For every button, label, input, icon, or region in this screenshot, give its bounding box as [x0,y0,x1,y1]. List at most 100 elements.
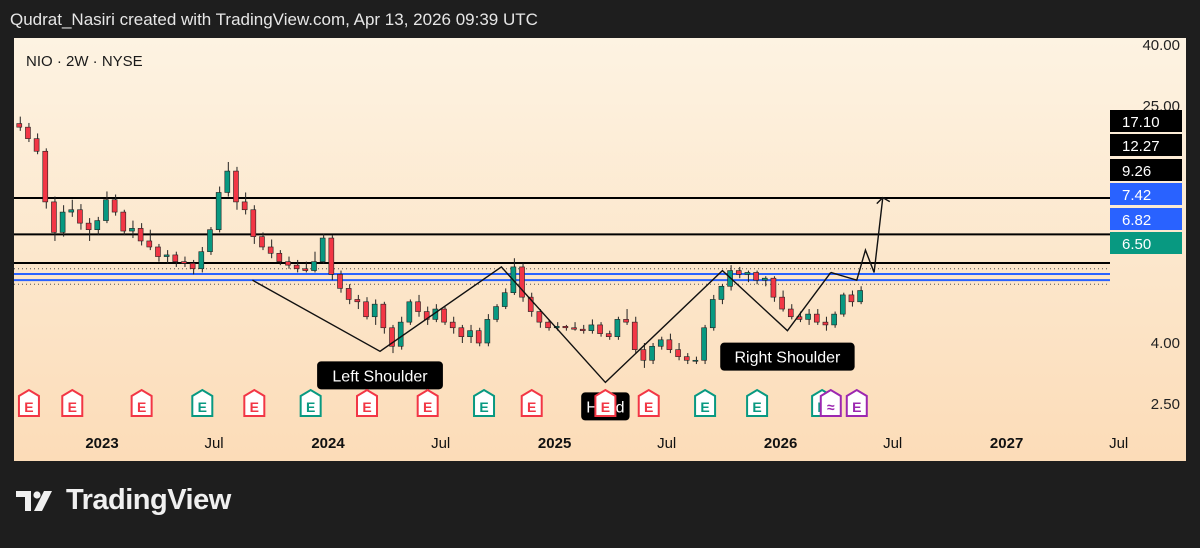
price-tag-box [1110,183,1182,205]
earnings-marker-icon[interactable]: E [746,388,769,417]
brand-name: TradingView [66,484,231,516]
candle-body [640,349,647,361]
pattern-label-2[interactable]: Right Shoulder [720,342,855,371]
earnings-marker-shape [61,388,84,417]
candle-body [25,126,31,139]
candle-body [129,228,135,232]
price-tag[interactable]: 17.10 [1110,110,1182,132]
candle-body [397,321,404,347]
x-tick-label: Jul [1109,435,1128,452]
earnings-marker-shape [637,388,660,417]
candle-body [163,254,170,257]
y-tick-label: 4.00 [1151,335,1180,352]
earnings-marker-shape [191,388,214,417]
tradingview-logo-icon [16,490,52,511]
candle-body [649,345,655,361]
earnings-marker-icon[interactable]: E [594,388,617,417]
earnings-marker-icon[interactable]: E [473,388,496,417]
price-tag-text: 6.82 [1122,212,1151,229]
projection-line[interactable] [830,197,884,282]
candle-body [484,319,491,344]
candle-body [94,220,101,230]
tradingview-brand[interactable]: TradingView [16,484,231,517]
earnings-marker-icon[interactable]: E [520,388,543,417]
candle-body [380,303,387,329]
candle-body [354,299,361,303]
candlestick-chart[interactable]: Left ShoulderHeadRight Shoulder E E E E E E E E… [14,38,1186,461]
candle-body [666,339,673,350]
earnings-marker-icon[interactable]: E [694,388,717,417]
price-tag-box [1110,159,1182,181]
candle-body [761,277,768,281]
pattern-label-0[interactable]: Left Shoulder [317,361,443,390]
x-tick-label: 2025 [538,435,571,452]
earnings-marker-letter: E [423,399,432,415]
earnings-marker-icon[interactable]: E [243,388,266,417]
candle-body [389,327,395,347]
candle-body [207,229,213,252]
earnings-marker-letter: E [362,399,371,415]
candle-body [701,327,707,361]
x-tick-label: Jul [431,435,450,452]
candle-body [302,268,309,271]
candle-body [449,321,456,329]
pattern-layer: Left ShoulderHeadRight Shoulder [252,196,891,421]
earnings-marker-icon[interactable]: E [299,388,322,417]
chart-frame[interactable]: Left ShoulderHeadRight Shoulder E E E E E E E E… [14,38,1186,461]
earnings-marker-icon[interactable]: ≈ [819,388,842,417]
candle-body [787,308,794,318]
candle-body [588,324,595,331]
earnings-marker-icon[interactable]: E [130,388,153,417]
earnings-marker-shape [746,388,769,417]
candle-body [822,321,829,326]
candle-body [250,209,257,237]
candle-body [51,201,57,233]
price-tag-text: 17.10 [1122,114,1160,131]
earnings-marker-icon[interactable]: E [191,388,214,417]
candle-body [59,211,66,233]
price-tag[interactable]: 12.27 [1110,134,1182,156]
price-tag[interactable]: 9.26 [1110,159,1182,181]
candle-body [831,313,837,326]
candle-body [68,209,75,213]
earnings-marker-icon[interactable]: E [356,388,379,417]
earnings-marker-letter: E [479,399,488,415]
x-tick-label: Jul [883,435,902,452]
candle-body [770,277,777,298]
candle-body [735,270,742,275]
price-tag[interactable]: 6.82 [1110,208,1182,230]
price-tag-text: 7.42 [1122,187,1151,204]
earnings-marker-icon[interactable]: E [416,388,439,417]
pattern-label-text: Left Shoulder [332,368,428,385]
candle-body [493,306,499,320]
candle-body [233,170,239,203]
pattern-label-box [317,361,443,390]
earnings-marker-icon[interactable]: E [637,388,660,417]
price-tag[interactable]: 6.50 [1110,232,1182,254]
y-tick-label: 2.50 [1151,396,1180,413]
price-tag-box [1110,208,1182,230]
earnings-marker-icon[interactable]: E [17,388,40,417]
candle-body [545,321,551,329]
candle-body [267,246,274,254]
price-tag[interactable]: 7.42 [1110,183,1182,205]
earnings-marker-letter: E [68,399,77,415]
candle-body [614,319,621,337]
earnings-marker-icon[interactable]: E [61,388,84,417]
candle-body [441,308,447,323]
y-tick-label: 40.00 [1142,38,1180,54]
earnings-marker-shape [594,388,617,417]
candle-body [328,237,335,275]
symbol-label: NIO · 2W · NYSE [26,53,143,70]
earnings-marker-shape [819,388,842,417]
x-tick-label: Jul [204,435,223,452]
x-tick-label: 2023 [85,435,118,452]
head-and-shoulders-line[interactable] [252,266,832,384]
earnings-marker-icon[interactable]: E [845,388,868,417]
price-tag-box [1110,134,1182,156]
candle-body [744,272,751,275]
earnings-marker-shape [416,388,439,417]
candle-body [753,272,759,281]
candle-body [805,313,811,320]
candle-body [605,333,612,337]
